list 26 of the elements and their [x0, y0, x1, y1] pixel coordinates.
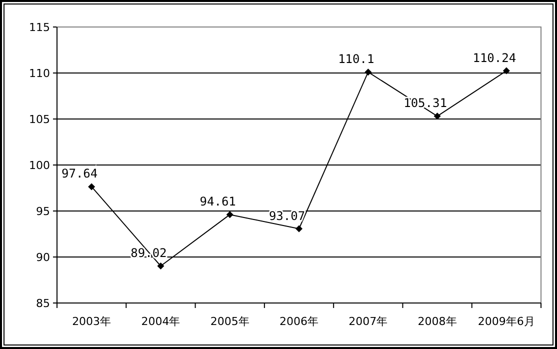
point — [434, 112, 441, 120]
x-tick-label: 2009年6月 — [478, 315, 535, 328]
y-tick-label: 85 — [36, 297, 50, 310]
data-label: 97.64 — [62, 166, 98, 181]
point — [226, 211, 234, 218]
x-tick-label: 2005年 — [210, 315, 250, 328]
y-tick-label: 110 — [29, 67, 50, 80]
x-tick-label: 2006年 — [280, 315, 318, 328]
data-label: 94.61 — [200, 194, 236, 209]
x-tick-label: 2003年 — [72, 315, 112, 328]
y-tick-label: 100 — [29, 159, 50, 172]
point — [296, 225, 302, 232]
y-tick-label: 115 — [29, 21, 50, 34]
point — [88, 183, 96, 190]
point — [157, 262, 164, 270]
point — [364, 68, 372, 76]
point — [502, 67, 510, 74]
x-tick-label: 2008年 — [418, 315, 457, 328]
data-label: 110.24 — [472, 50, 516, 65]
y-tick-label: 90 — [36, 251, 50, 264]
data-label: 110.1 — [338, 52, 374, 66]
x-tick-label: 2004年 — [141, 315, 180, 328]
y-tick-label: 95 — [36, 205, 50, 218]
data-label: 93.07 — [268, 208, 306, 223]
y-tick-label: 105 — [29, 113, 50, 126]
x-tick-label: 2007年 — [348, 315, 388, 328]
